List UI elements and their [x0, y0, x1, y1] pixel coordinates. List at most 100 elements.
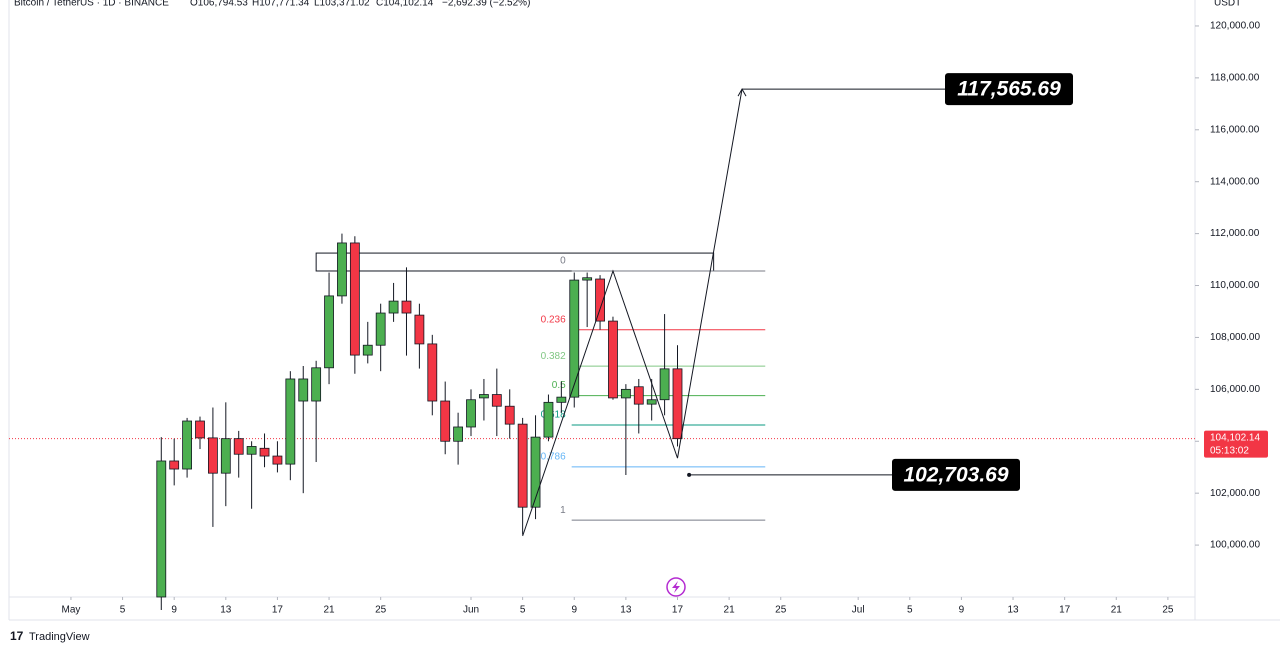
last-price-box	[1204, 430, 1268, 458]
y-tick-label: 102,000.00	[1210, 488, 1260, 499]
candle	[285, 371, 296, 481]
callout-box	[892, 458, 1020, 491]
fib-label: 0	[560, 256, 566, 267]
x-tick-label: 9	[959, 605, 965, 616]
header-ohlc: C104,102.14	[376, 0, 434, 9]
candle-body	[414, 314, 425, 345]
projection-path	[522, 89, 743, 537]
candle-body	[169, 460, 180, 470]
candle-body	[556, 396, 567, 403]
callout-box	[945, 73, 1073, 106]
x-tick-label: 5	[520, 605, 526, 616]
x-tick-label: 21	[323, 605, 335, 616]
candle-body	[659, 368, 670, 401]
y-tick-label: 108,000.00	[1210, 332, 1260, 343]
candle-body	[466, 399, 476, 428]
x-tick-label: 25	[775, 605, 787, 616]
x-tick-label: 17	[1059, 605, 1071, 616]
footer-logo[interactable]: 17 TradingView	[10, 629, 90, 643]
candle	[298, 365, 309, 494]
fib-label: 0.5	[552, 380, 566, 391]
fib-label: 0.786	[541, 451, 566, 462]
candle-body	[208, 437, 218, 474]
callout-dot	[687, 472, 692, 477]
y-tick-label: 100,000.00	[1210, 540, 1260, 551]
y-tick-label: 106,000.00	[1210, 384, 1260, 395]
candle-body	[491, 394, 502, 407]
candle-body	[362, 344, 373, 356]
y-tick-label: 116,000.00	[1210, 124, 1260, 135]
candle-body	[530, 436, 541, 508]
candle-body	[285, 378, 296, 465]
candle-body	[195, 420, 205, 439]
candle-body	[633, 386, 644, 405]
fib-label: 1	[560, 505, 566, 516]
candle-body	[608, 320, 618, 399]
candle	[556, 381, 567, 413]
candle-body	[646, 399, 657, 405]
lightning-icon[interactable]	[666, 577, 686, 597]
candle	[401, 267, 412, 356]
candle	[169, 438, 180, 486]
header-ohlc: L103,371.02	[314, 0, 370, 9]
candle	[440, 381, 451, 455]
candle	[659, 314, 670, 416]
candle	[479, 378, 489, 421]
candle	[582, 272, 593, 328]
candle	[427, 334, 438, 416]
header-change: −2,692.39 (−2.52%)	[442, 0, 530, 9]
header-ohlc: H107,771.34	[252, 0, 310, 9]
header-symbol: Bitcoin / TetherUS · 1D · BINANCE	[14, 0, 169, 9]
candle	[530, 415, 541, 520]
logo-mark: 17	[10, 629, 24, 643]
x-tick-label: 17	[672, 605, 684, 616]
candle	[311, 360, 322, 463]
candle	[182, 417, 192, 478]
candle	[195, 416, 205, 450]
x-tick-label: Jun	[463, 605, 479, 616]
candle	[646, 378, 657, 421]
candle-body	[672, 368, 683, 440]
candle-body	[479, 394, 489, 399]
candle	[517, 417, 528, 535]
candle	[272, 441, 283, 473]
logo-text: TradingView	[29, 631, 90, 643]
callout-label: 117,565.69	[957, 78, 1061, 101]
candle-body	[375, 312, 386, 346]
x-tick-label: 9	[571, 605, 577, 616]
candle	[608, 316, 618, 400]
candle-body	[620, 388, 631, 399]
candle	[362, 321, 373, 364]
x-tick-label: 5	[120, 605, 126, 616]
x-tick-label: 9	[171, 605, 177, 616]
x-tick-label: 13	[220, 605, 232, 616]
header-ohlc: O106,794.53	[190, 0, 248, 9]
x-tick-label: 21	[724, 605, 736, 616]
resistance-zone	[315, 252, 715, 272]
candle-body	[220, 438, 231, 474]
candle	[491, 368, 502, 437]
candle-body	[517, 423, 528, 508]
candle-body	[440, 400, 451, 442]
callout-label: 102,703.69	[903, 463, 1008, 486]
x-tick-label: 25	[1162, 605, 1174, 616]
candle	[620, 384, 631, 476]
candle	[672, 345, 683, 447]
y-tick-label: 114,000.00	[1210, 176, 1260, 187]
candle	[208, 407, 218, 527]
x-tick-label: Jul	[852, 605, 865, 616]
candle-body	[595, 278, 605, 322]
candle-body	[453, 426, 464, 442]
candle	[453, 412, 464, 465]
y-tick-label: 120,000.00	[1210, 21, 1260, 32]
candle	[633, 378, 644, 434]
x-tick-label: 5	[907, 605, 913, 616]
x-tick-label: 13	[1007, 605, 1019, 616]
candle-body	[337, 242, 347, 297]
x-tick-label: 21	[1111, 605, 1123, 616]
x-tick-label: 17	[272, 605, 284, 616]
candle	[349, 236, 360, 374]
last-price-countdown: 05:13:02	[1210, 445, 1249, 456]
